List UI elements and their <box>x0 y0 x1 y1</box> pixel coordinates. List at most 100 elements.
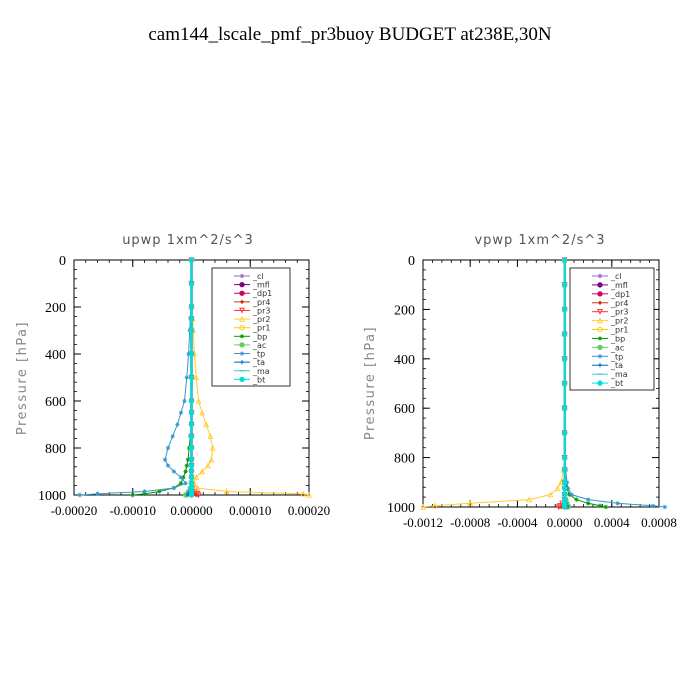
vpwp-legend-label: _pr1 <box>610 326 628 335</box>
upwp-point-tp <box>178 410 184 415</box>
upwp-point-bt <box>188 480 195 486</box>
upwp-legend-label: _pr4 <box>252 298 270 307</box>
upwp-point-bt <box>188 468 195 475</box>
upwp-point-pr2 <box>199 468 206 475</box>
upwp-series-bt <box>188 257 195 498</box>
vpwp-point-pr3 <box>555 504 562 511</box>
vpwp-legend-marker <box>597 380 603 386</box>
vpwp-legend-label: _bt <box>610 379 623 388</box>
vpwp-plot-frame <box>422 259 660 508</box>
vpwp-legend-label: _dp1 <box>610 290 630 299</box>
vpwp-y-axis-label: Pressure [hPa] <box>363 326 378 440</box>
vpwp-x-tick-label: 0.0004 <box>594 515 630 530</box>
upwp-point-tp <box>178 475 184 480</box>
upwp-point-tp <box>175 422 180 427</box>
upwp-point-tp <box>165 463 171 468</box>
upwp-point-pr3 <box>195 492 202 499</box>
upwp-legend-marker <box>239 299 245 305</box>
vpwp-point-bt <box>561 504 568 510</box>
upwp-point-pr2 <box>209 444 216 451</box>
upwp-y-tick-label: 1000 <box>38 489 66 504</box>
upwp-point-tp <box>186 351 191 357</box>
vpwp-legend-label: _pr4 <box>610 299 628 308</box>
vpwp-legend-marker <box>597 354 603 359</box>
upwp-point-bt <box>188 304 195 310</box>
upwp-legend-marker <box>239 273 245 279</box>
upwp-point-pr3 <box>194 491 201 498</box>
upwp-x-tick-label: -0.00010 <box>109 503 156 518</box>
upwp-point-tp <box>183 481 188 486</box>
upwp-legend-box <box>211 267 291 387</box>
vpwp-point-bp <box>574 497 579 502</box>
vpwp-point-pr2 <box>420 503 426 510</box>
upwp-point-pr2 <box>223 488 230 495</box>
upwp-point-pr2 <box>194 484 201 491</box>
upwp-point-bp <box>178 481 184 486</box>
vpwp-point-tp <box>565 486 571 491</box>
vpwp-point-pr2 <box>554 485 561 492</box>
vpwp-point-bt <box>561 405 568 411</box>
vpwp-legend-marker <box>597 273 603 279</box>
vpwp-point-bt <box>561 356 568 362</box>
upwp-point-bt <box>188 351 195 357</box>
vpwp-y-tick-label: 0 <box>408 254 415 269</box>
upwp-x-tick-label: -0.00020 <box>51 503 98 518</box>
vpwp-legend-marker <box>597 363 603 368</box>
upwp-point-bt <box>188 462 195 469</box>
upwp-point-tp <box>165 445 171 451</box>
vpwp-legend-marker <box>597 326 603 333</box>
upwp-legend-label: _cl <box>252 272 264 281</box>
upwp-point-bt <box>188 445 195 451</box>
upwp-point-bp <box>185 457 191 462</box>
upwp-point-pr2 <box>193 474 200 481</box>
upwp-point-bt <box>188 327 195 334</box>
upwp-legend-marker <box>239 334 245 339</box>
vpwp-point-bt <box>561 380 568 387</box>
vpwp-legend-label: _pr2 <box>610 317 628 326</box>
upwp-legend-marker <box>239 376 245 383</box>
upwp-point-pr2 <box>205 462 211 469</box>
upwp-legend-marker <box>239 307 245 314</box>
upwp-point-tp <box>182 398 187 404</box>
vpwp-point-bt <box>561 331 568 337</box>
upwp-legend-marker <box>239 325 245 331</box>
upwp-legend-marker <box>239 342 245 348</box>
upwp-point-pr2 <box>306 491 312 498</box>
vpwp-x-tick-label: -0.0012 <box>403 515 443 530</box>
vpwp-legend-label: _mfl <box>610 281 628 290</box>
vpwp-point-bt <box>561 467 568 473</box>
upwp-point-pr2 <box>193 374 200 381</box>
upwp-point-tp <box>162 457 168 462</box>
upwp-legend-marker <box>239 351 245 356</box>
upwp-legend-label: _pr3 <box>252 306 270 315</box>
vpwp-legend-box <box>569 267 655 391</box>
upwp-point-pr2 <box>195 397 202 404</box>
upwp-legend-label: _tp <box>252 350 265 359</box>
vpwp-legend-label: _ac <box>610 343 624 352</box>
upwp-point-bp <box>184 463 189 468</box>
upwp-point-tp <box>171 469 177 474</box>
vpwp-legend-label: _bp <box>610 334 625 343</box>
vpwp-y-tick-label: 800 <box>394 452 415 467</box>
vpwp-point-tp <box>569 492 574 497</box>
upwp-point-bp <box>142 491 147 497</box>
vpwp-y-tick-label: 1000 <box>387 501 415 516</box>
upwp-y-tick-label: 200 <box>45 301 66 316</box>
vpwp-legend-label: _pr3 <box>610 308 628 317</box>
vpwp-panel-title: vpwp 1xm^2/s^3 <box>474 233 605 248</box>
upwp-line-pr2 <box>191 260 310 496</box>
upwp-panel-title: upwp 1xm^2/s^3 <box>122 233 254 248</box>
vpwp-point-pr3 <box>556 503 563 509</box>
vpwp-panel: vpwp 1xm^2/s^3 Pressure [hPa] -0.0012 -0.… <box>363 233 677 530</box>
vpwp-point-bt <box>561 485 568 492</box>
vpwp-point-bt <box>561 430 568 436</box>
upwp-legend-label: _pr2 <box>252 315 270 324</box>
vpwp-point-bt <box>561 282 568 288</box>
upwp-legend-label: _dp1 <box>252 289 272 298</box>
vpwp-point-bp <box>603 504 609 510</box>
vpwp-point-pr2 <box>547 491 554 498</box>
upwp-point-tp <box>77 492 83 498</box>
upwp-point-pr2 <box>207 433 214 439</box>
upwp-point-tp <box>170 434 175 439</box>
